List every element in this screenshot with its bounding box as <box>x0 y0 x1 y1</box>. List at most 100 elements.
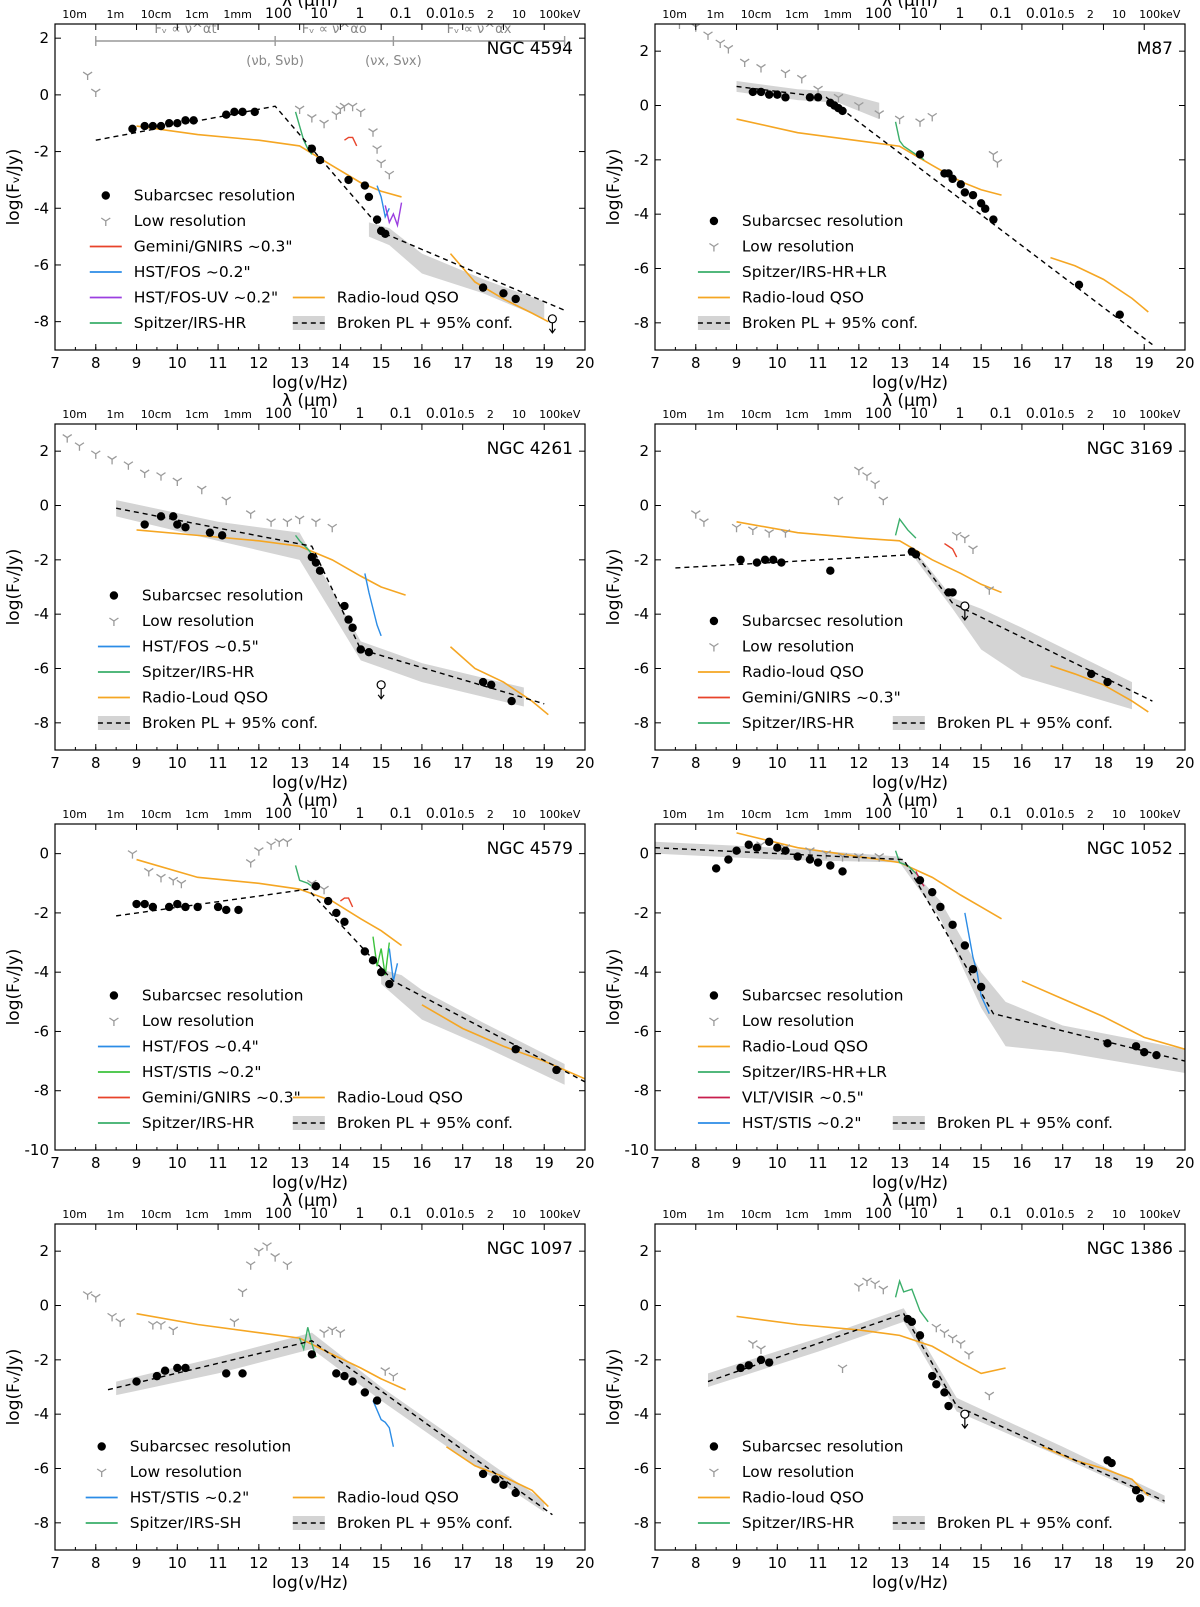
subarcsec-point <box>928 887 937 897</box>
x-tick-label: 7 <box>50 1554 60 1572</box>
top-tick-label: 10cm <box>741 808 772 821</box>
lowres-marker <box>274 838 285 847</box>
y-tick-label: -10 <box>25 1141 50 1159</box>
y-tick-label: -8 <box>34 714 49 732</box>
subarcsec-point <box>372 1396 382 1405</box>
top-tick-label: 0.01 <box>426 806 457 822</box>
subarcsec-point <box>915 876 925 885</box>
top-tick-label: 10cm <box>141 808 172 821</box>
x-axis-title: log(ν/Hz) <box>872 1573 948 1593</box>
top-axis-title: λ (μm) <box>882 1191 938 1211</box>
subarcsec-point <box>140 520 149 529</box>
subarcsec-point <box>368 956 378 965</box>
top-tick-label: 1 <box>955 6 964 22</box>
legend-label: Spitzer/IRS-HR+LR <box>742 263 887 281</box>
subarcsec-point <box>315 566 325 575</box>
top-tick-label: 10cm <box>141 8 172 21</box>
x-tick-label: 7 <box>650 1554 660 1572</box>
subarcsec-point <box>764 1358 774 1367</box>
galaxy-name: M87 <box>1137 39 1173 59</box>
x-tick-label: 10 <box>168 1554 187 1572</box>
subarcsec-point <box>773 90 782 99</box>
subarcsec-point <box>181 902 190 912</box>
y-axis-title: log(Fᵥ/Jy) <box>4 1349 24 1426</box>
top-tick-label: 10 <box>910 1206 928 1222</box>
legend-label: Subarcsec resolution <box>130 1438 292 1456</box>
lowres-marker <box>874 110 885 119</box>
subarcsec-point <box>148 121 158 131</box>
top-tick-label: 1cm <box>185 8 209 21</box>
confidence-band <box>116 1332 545 1512</box>
lowres-marker <box>939 1329 950 1338</box>
top-tick-label: 0.01 <box>1026 406 1057 422</box>
top-tick-label: 1cm <box>185 408 209 421</box>
y-tick-label: -8 <box>634 1082 649 1100</box>
x-tick-label: 10 <box>768 1554 787 1572</box>
top-tick-label: 1mm <box>223 1208 251 1221</box>
upper-limit-arrow <box>961 1418 969 1430</box>
x-tick-label: 16 <box>412 754 431 772</box>
x-tick-label: 9 <box>732 754 742 772</box>
legend-label: Radio-loud QSO <box>337 1489 459 1507</box>
lowres-marker <box>156 472 166 481</box>
top-tick-label: 10 <box>1112 408 1126 421</box>
spectrum-irs <box>298 1327 317 1358</box>
lowres-marker <box>262 1242 272 1251</box>
subarcsec-point <box>838 106 847 116</box>
legend-label: Broken PL + 95% conf. <box>337 314 513 332</box>
top-tick-label: 1mm <box>223 408 251 421</box>
top-tick-label: 1 <box>355 806 364 822</box>
legend-label: Gemini/GNIRS ~0.3" <box>134 238 293 256</box>
subarcsec-point <box>756 1355 766 1365</box>
subarcsec-point <box>173 899 182 909</box>
subarcsec-point <box>1131 1486 1141 1495</box>
top-tick-label: 100 <box>265 806 292 822</box>
lowres-marker <box>245 510 256 519</box>
subarcsec-point <box>960 188 970 197</box>
top-tick-label: 0.5 <box>457 1208 475 1221</box>
spectrum-fos_uv <box>384 202 403 228</box>
legend-label: Radio-Loud QSO <box>742 1038 868 1056</box>
legend-marker-tri <box>709 1468 719 1477</box>
lowres-marker <box>380 1367 391 1376</box>
top-tick-label: 10cm <box>141 1208 172 1221</box>
lowres-marker <box>699 518 709 527</box>
top-tick-label: 100keV <box>1139 1208 1181 1221</box>
subarcsec-point <box>781 846 790 855</box>
plot-area <box>678 24 1153 346</box>
x-tick-label: 14 <box>931 1154 950 1172</box>
legend-label: Subarcsec resolution <box>742 1438 904 1456</box>
lowres-marker <box>862 472 872 481</box>
top-tick-label: 1m <box>106 808 124 821</box>
subarcsec-point <box>793 852 802 861</box>
y-axis-title: log(Fᵥ/Jy) <box>604 949 624 1026</box>
x-tick-label: 14 <box>331 754 350 772</box>
subarcsec-point <box>838 867 847 876</box>
subarcsec-point <box>511 294 520 304</box>
subarcsec-point <box>968 190 978 200</box>
subarcsec-point <box>736 1363 745 1373</box>
top-axis-title: λ (μm) <box>282 0 338 11</box>
y-tick-label: -2 <box>634 151 649 169</box>
plot-area: Fᵥ ∝ ν^αt Fᵥ ∝ ν^αo Fᵥ ∝ ν^αx(νb, Sνb) (νx,… <box>82 24 566 334</box>
lowres-marker <box>984 586 995 595</box>
lowres-marker <box>156 1320 166 1330</box>
subarcsec-point <box>340 917 349 926</box>
lowres-marker <box>951 531 962 541</box>
legend-label: HST/STIS ~0.2" <box>742 1114 862 1132</box>
top-tick-label: 2 <box>1087 8 1094 21</box>
subarcsec-point <box>1135 1494 1145 1503</box>
lowres-marker <box>282 838 293 847</box>
spectrum-fos <box>964 912 990 1014</box>
y-tick-label: -4 <box>34 963 49 981</box>
y-tick-label: 2 <box>639 442 649 460</box>
subarcsec-point <box>307 144 317 153</box>
x-tick-label: 12 <box>849 1554 868 1572</box>
lowres-marker <box>964 1350 974 1360</box>
y-tick-label: -4 <box>34 1405 49 1423</box>
upper-limit-marker <box>960 1409 970 1419</box>
subarcsec-point <box>948 588 957 597</box>
y-axis-title: log(Fᵥ/Jy) <box>604 149 624 226</box>
